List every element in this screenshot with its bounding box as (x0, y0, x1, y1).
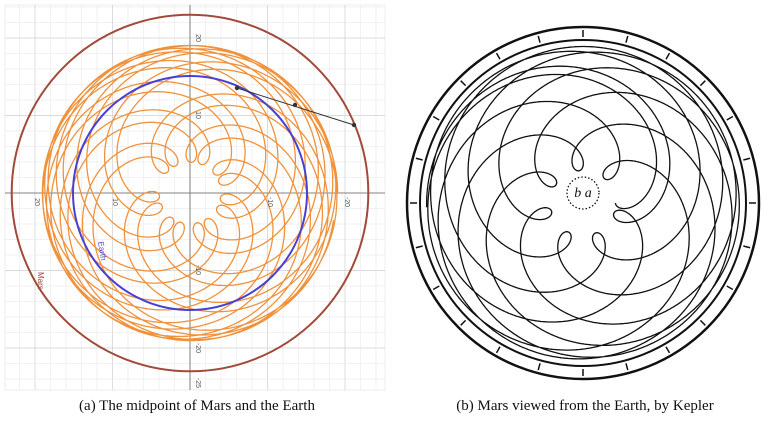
y-tick-label: 10 (194, 111, 201, 119)
figure: 2010-10-202010-10-20-25MarsEarth b a (a)… (0, 0, 771, 430)
orbit-label: Mars (36, 272, 45, 290)
y-tick-label: 20 (194, 34, 201, 42)
x-tick-label: -20 (343, 197, 350, 207)
y-tick-label: -25 (194, 378, 201, 388)
caption-b: (b) Mars viewed from the Earth, by Keple… (456, 398, 713, 414)
point (293, 103, 297, 107)
center-label: b a (574, 186, 592, 201)
x-tick-label: 10 (111, 198, 118, 206)
y-tick-label: -20 (194, 343, 201, 353)
y-tick-label: -10 (194, 265, 201, 275)
x-tick-label: 20 (33, 198, 40, 206)
point (352, 123, 356, 127)
x-tick-label: -10 (266, 197, 273, 207)
caption-a: (a) The midpoint of Mars and the Earth (79, 398, 315, 414)
point (235, 86, 239, 90)
